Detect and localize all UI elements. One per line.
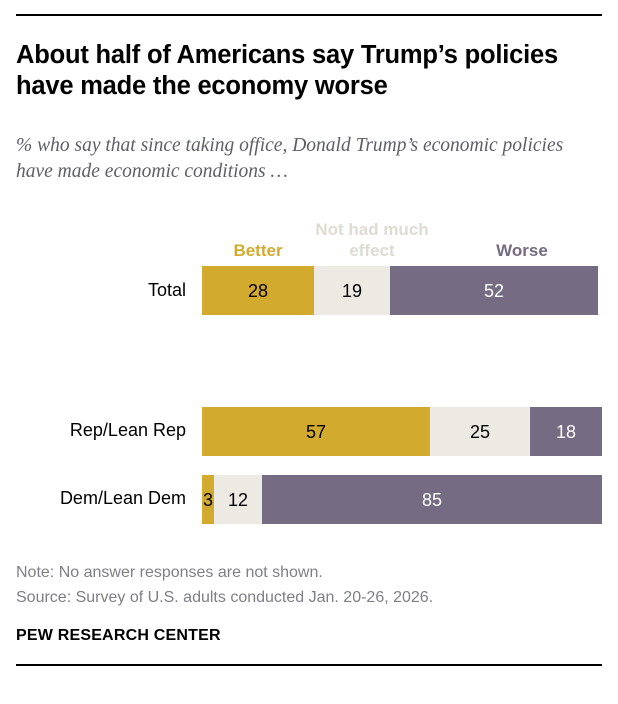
bar-track-dem-lean-dem: 3 12 85: [202, 475, 602, 524]
bar-segment-not-much-effect[interactable]: 25: [430, 407, 530, 456]
bar-segment-not-much-effect[interactable]: 12: [214, 475, 262, 524]
chart-footnotes: Note: No answer responses are not shown.…: [16, 560, 604, 610]
chart-source: Source: Survey of U.S. adults conducted …: [16, 589, 434, 606]
bar-value-not-much-effect: 12: [227, 489, 249, 510]
bar-segment-better[interactable]: 3: [202, 475, 214, 524]
bar-value-better: 3: [202, 489, 213, 510]
table-row: Total 28 19 52: [0, 266, 618, 315]
legend-item-worse: Worse: [496, 241, 548, 260]
bar-segment-worse[interactable]: 85: [262, 475, 602, 524]
bar-segment-not-much-effect[interactable]: 19: [314, 266, 390, 315]
bar-value-not-much-effect: 25: [469, 421, 491, 442]
legend-item-not-much-effect: Not had much effect: [315, 220, 429, 260]
row-label-dem-lean-dem: Dem/Lean Dem: [59, 488, 186, 508]
bar-value-not-much-effect: 19: [341, 280, 363, 301]
bar-segment-better[interactable]: 28: [202, 266, 314, 315]
chart-title: About half of Americans say Trump’s poli…: [16, 41, 558, 100]
pew-research-center-logo: PEW RESEARCH CENTER: [16, 627, 221, 644]
bar-value-worse: 52: [483, 280, 505, 301]
bar-value-worse: 85: [421, 489, 443, 510]
bar-value-better: 28: [247, 280, 269, 301]
bar-track-rep-lean-rep: 57 25 18: [202, 407, 602, 456]
bar-segment-worse[interactable]: 52: [390, 266, 598, 315]
row-label-rep-lean-rep: Rep/Lean Rep: [69, 420, 186, 440]
chart-legend: Better Not had much effect Worse: [0, 211, 618, 263]
legend-item-better: Better: [233, 241, 283, 260]
chart-subtitle: % who say that since taking office, Dona…: [16, 135, 564, 182]
table-row: Rep/Lean Rep 57 25 18: [0, 407, 618, 456]
bar-segment-better[interactable]: 57: [202, 407, 430, 456]
bottom-divider-rule: [16, 664, 602, 666]
chart-note: Note: No answer responses are not shown.: [16, 564, 323, 581]
row-label-total: Total: [147, 280, 186, 300]
bar-value-better: 57: [305, 421, 327, 442]
table-row: Dem/Lean Dem 3 12 85: [0, 475, 618, 524]
top-divider-rule: [16, 14, 602, 16]
bar-value-worse: 18: [555, 421, 577, 442]
bar-track-total: 28 19 52: [202, 266, 602, 315]
bar-segment-worse[interactable]: 18: [530, 407, 602, 456]
